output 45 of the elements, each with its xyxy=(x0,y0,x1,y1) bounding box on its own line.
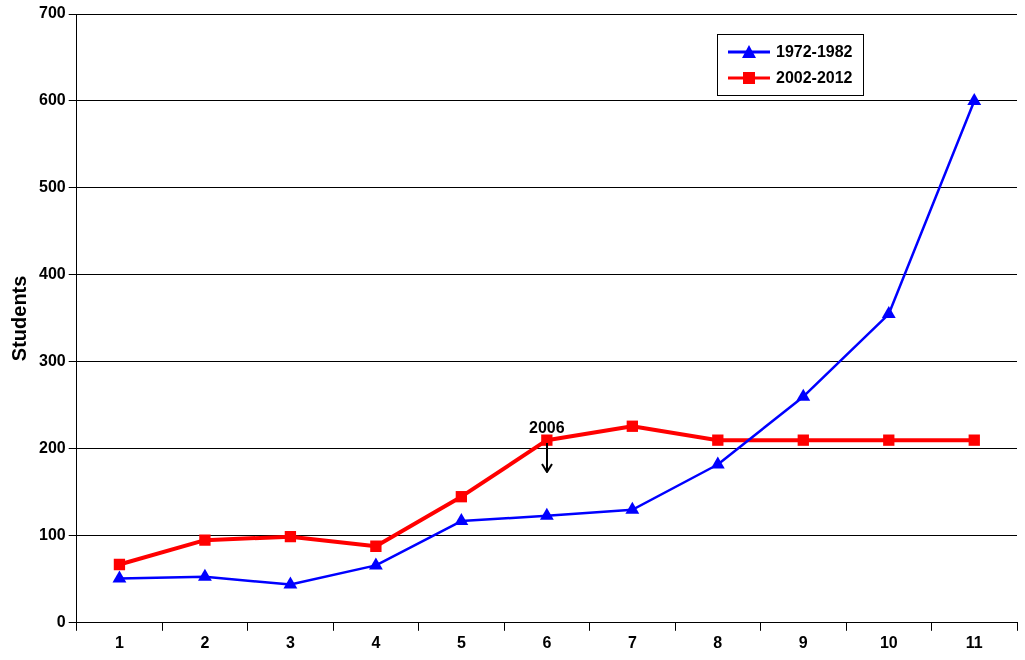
x-tick-label: 2 xyxy=(200,633,210,651)
x-tick-label: 9 xyxy=(798,633,808,651)
x-tick-label: 1 xyxy=(114,633,124,651)
y-tick-label: 400 xyxy=(38,265,66,283)
y-tick-label: 0 xyxy=(56,613,66,631)
point xyxy=(710,456,725,469)
point xyxy=(539,507,554,520)
point xyxy=(712,434,724,446)
point xyxy=(283,576,298,589)
point xyxy=(284,531,297,543)
x-tick-label: 10 xyxy=(879,633,898,651)
y-tick-label: 600 xyxy=(38,91,66,109)
y-tick-label: 700 xyxy=(38,4,66,22)
point xyxy=(881,306,896,319)
y-axis-title: Students xyxy=(7,275,30,362)
x-tick-label: 11 xyxy=(965,633,983,651)
x-tick-label: 5 xyxy=(456,633,466,651)
point xyxy=(797,434,809,446)
legend-label: 1972-1982 xyxy=(776,43,853,61)
point xyxy=(199,534,211,546)
y-tick-label: 200 xyxy=(38,439,66,457)
point xyxy=(370,540,382,552)
point xyxy=(368,557,383,570)
x-tick-label: 6 xyxy=(542,633,552,651)
point xyxy=(197,568,212,581)
x-tick-label: 4 xyxy=(371,633,381,651)
y-tick-label: 100 xyxy=(38,526,66,544)
point xyxy=(967,92,982,105)
point xyxy=(454,513,469,526)
y-tick-label: 500 xyxy=(38,178,66,196)
point xyxy=(968,434,980,446)
point xyxy=(883,434,895,446)
y-tick-label: 300 xyxy=(38,352,66,370)
annotation: 2006 xyxy=(529,418,565,436)
x-tick-label: 8 xyxy=(713,633,723,651)
x-tick-label: 7 xyxy=(627,633,637,651)
point xyxy=(796,388,811,401)
x-tick-label: 3 xyxy=(285,633,295,651)
point xyxy=(626,420,638,432)
point xyxy=(541,434,553,446)
point xyxy=(112,570,127,583)
point xyxy=(113,558,126,571)
point xyxy=(455,491,468,503)
point xyxy=(625,501,640,514)
legend-label: 2002-2012 xyxy=(776,69,853,87)
